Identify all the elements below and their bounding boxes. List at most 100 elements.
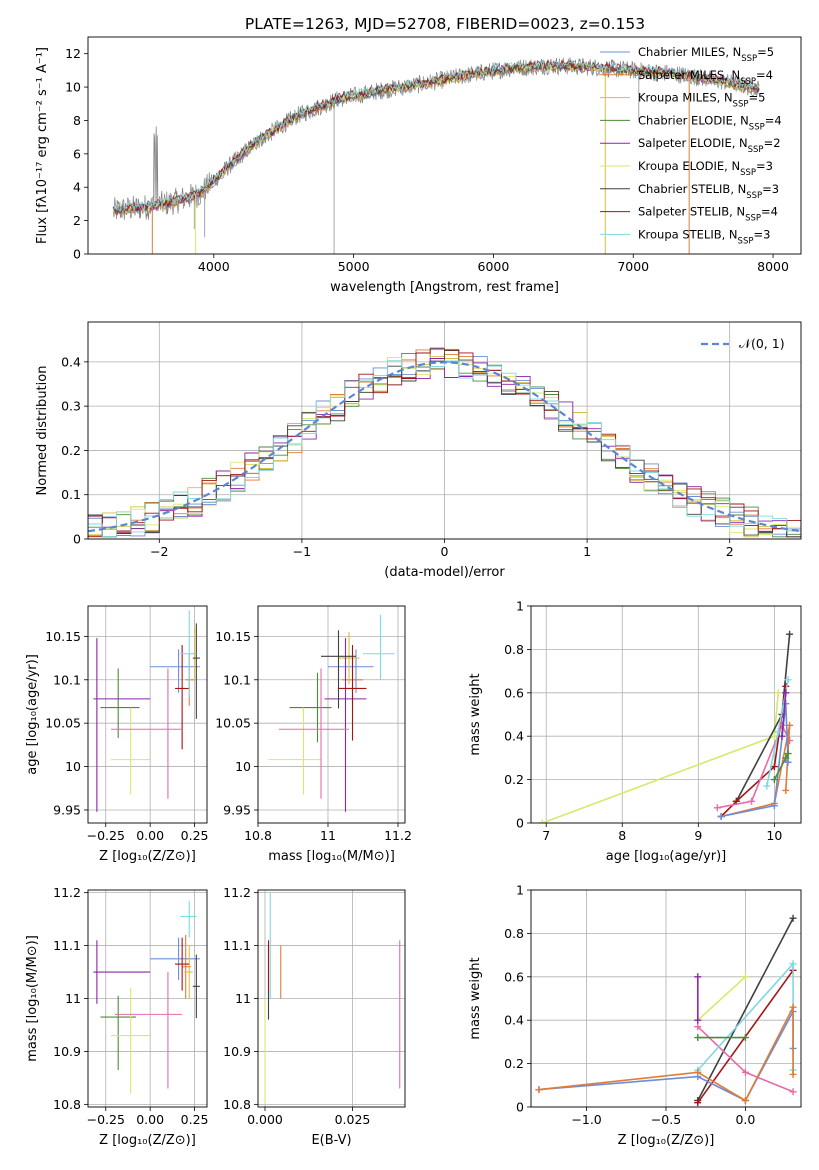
weight-marker xyxy=(717,812,725,820)
y-tick-label: 10.1 xyxy=(223,672,251,687)
weight-marker xyxy=(789,1070,797,1078)
legend-label: Salpeter ELODIE, NSSP=2 xyxy=(638,136,781,155)
x-tick-label: 9 xyxy=(694,828,702,843)
errorbar-point xyxy=(150,649,200,693)
legend-entry: Salpeter ELODIE, NSSP=2 xyxy=(600,136,781,155)
panel-spectrum: 4000 5000 6000 7000 8000 0 2 4 6 8 10 12 wavelength … xyxy=(35,36,802,295)
y-tick-label: 1 xyxy=(516,883,524,898)
errorbar-point xyxy=(192,623,200,719)
legend-subscript: SSP xyxy=(740,168,756,178)
weight-series-line xyxy=(720,703,789,818)
model-spectrum-line xyxy=(112,59,760,214)
weight-marker xyxy=(786,630,794,638)
x-tick-label: 8 xyxy=(618,828,626,843)
x-tick-label: 7000 xyxy=(617,259,649,274)
legend-entry: Kroupa MILES, NSSP=5 xyxy=(600,91,765,110)
y-tick-label: 9.95 xyxy=(223,802,251,817)
weight-marker xyxy=(694,973,702,981)
y-tick-label: 6 xyxy=(73,146,81,161)
y-tick-label: 11.2 xyxy=(223,885,251,900)
x-tick-label: 0.25 xyxy=(181,828,209,843)
plot-frame xyxy=(530,889,802,1108)
weight-marker xyxy=(784,676,792,684)
plot-area xyxy=(264,892,401,1105)
y-tick-label: 11.2 xyxy=(53,885,81,900)
y-tick-label: 12 xyxy=(65,46,81,61)
y-tick-label: 10.1 xyxy=(53,672,81,687)
y-tick-label: 10 xyxy=(65,80,81,95)
y-tick-label: 11.1 xyxy=(53,938,81,953)
errorbar-point xyxy=(192,954,200,1019)
weight-marker xyxy=(538,819,546,823)
legend-label: Chabrier STELIB, NSSP=3 xyxy=(638,182,779,201)
x-axis-label: Z [log₁₀(Z/Z⊙)] xyxy=(618,1133,715,1148)
weight-marker xyxy=(694,1068,702,1076)
x-tick-label: 0.000 xyxy=(247,1112,283,1127)
errorbar-point xyxy=(289,672,332,743)
weight-marker xyxy=(741,973,749,981)
plot-frame xyxy=(257,605,406,824)
y-tick-label: 0.2 xyxy=(504,1056,524,1071)
weight-marker xyxy=(789,1088,797,1096)
y-tick-label: 0.4 xyxy=(504,1013,524,1028)
legend-entry: Chabrier ELODIE, NSSP=4 xyxy=(600,113,782,132)
x-tick-label: 2 xyxy=(726,544,734,559)
x-tick-label: 0.00 xyxy=(136,1112,164,1127)
y-tick-label: 10.9 xyxy=(53,1044,81,1059)
weight-marker xyxy=(741,1068,749,1076)
legend-subscript: SSP xyxy=(748,145,764,155)
weight-marker xyxy=(535,1086,543,1094)
weight-marker xyxy=(741,1096,749,1104)
normal-curve-line xyxy=(88,361,801,533)
x-tick-label: 8000 xyxy=(757,259,789,274)
y-tick-label: 10.05 xyxy=(45,716,81,731)
legend-label: Salpeter STELIB, NSSP=4 xyxy=(638,205,778,224)
y-tick-label: 11.1 xyxy=(223,938,251,953)
errorbar-point xyxy=(175,937,190,991)
weight-marker xyxy=(694,1023,702,1031)
x-tick-label: 4000 xyxy=(198,259,230,274)
legend-suffix: =2 xyxy=(764,136,781,150)
legend-suffix: =5 xyxy=(748,91,765,105)
weight-marker xyxy=(694,1016,702,1024)
x-axis-label: Z [log₁₀(Z/Z⊙)] xyxy=(99,849,196,864)
errorbar-point xyxy=(150,937,200,980)
panel-mass_vs_ebv: 0.000 0.025 10.8 10.9 11 11.1 11.2 E(B-V) xyxy=(223,885,406,1148)
y-tick-label: 10.8 xyxy=(223,1097,251,1112)
plot-area xyxy=(535,914,797,1107)
weight-marker xyxy=(774,689,782,697)
weight-marker xyxy=(770,776,778,784)
y-tick-label: 0.2 xyxy=(61,443,81,458)
y-tick-label: 0.1 xyxy=(61,487,81,502)
weight-marker xyxy=(789,1003,797,1011)
weight-marker xyxy=(789,960,797,968)
y-tick-label: 0.8 xyxy=(504,926,524,941)
model-spectrum-line xyxy=(112,58,760,212)
plot-area xyxy=(93,900,200,1094)
errorbar-point xyxy=(185,653,195,706)
plot-frame xyxy=(87,605,208,824)
x-tick-label: −0.25 xyxy=(87,828,125,843)
legend-entry: Kroupa ELODIE, NSSP=3 xyxy=(600,159,773,178)
x-tick-label: −0.5 xyxy=(651,1112,681,1127)
y-tick-label: 0.4 xyxy=(61,354,81,369)
weight-marker xyxy=(782,786,790,794)
weight-series-line xyxy=(720,686,787,818)
plot-frame xyxy=(87,321,802,540)
y-axis-label: age [log₁₀(age/yr)] xyxy=(25,654,40,775)
legend-suffix: =3 xyxy=(756,159,773,173)
panel-weight_vs_age: 7 8 9 10 0 0.2 0.4 0.6 0.8 1 age [log₁₀(age/yr)] ma… xyxy=(468,599,802,864)
weight-marker xyxy=(789,914,797,922)
legend-subscript: SSP xyxy=(746,191,762,201)
legend-label: Kroupa STELIB, NSSP=3 xyxy=(638,227,770,246)
weight-marker xyxy=(694,1034,702,1042)
y-tick-label: 0.3 xyxy=(61,399,81,414)
panel-residuals: −2 −1 0 1 2 0 0.1 0.2 0.3 0.4 (data-model)/error No… xyxy=(35,321,802,580)
x-tick-label: 0.00 xyxy=(136,828,164,843)
errorbar-point xyxy=(268,707,321,795)
y-tick-label: 10.05 xyxy=(215,716,251,731)
errorbar-point xyxy=(111,987,151,1094)
figure-title: PLATE=1263, MJD=52708, FIBERID=0023, z=0… xyxy=(245,15,645,33)
y-tick-label: 10.15 xyxy=(215,629,251,644)
x-tick-label: 11 xyxy=(320,828,336,843)
